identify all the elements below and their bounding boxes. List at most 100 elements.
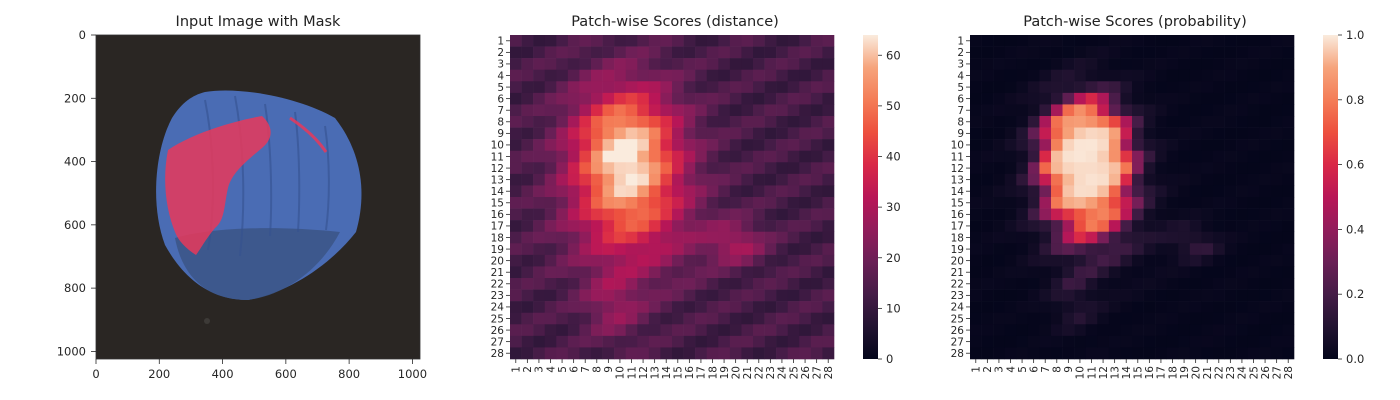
heatmap-cell (1143, 35, 1156, 47)
heatmap-cell (683, 150, 696, 163)
heatmap-cell (544, 266, 557, 279)
heatmap-cell (1155, 92, 1168, 105)
heatmap-cell (993, 231, 1006, 244)
heatmap-cell (695, 35, 708, 47)
heatmap-cell (970, 220, 982, 233)
heatmap-cell (1016, 243, 1029, 256)
heatmap-cell (1097, 312, 1110, 325)
heatmap-cell (579, 173, 592, 186)
heatmap-cell (1189, 335, 1202, 348)
heatmap-cell (660, 197, 673, 209)
heatmap-cell (753, 92, 765, 105)
heatmap-cell (1051, 127, 1063, 140)
heatmap-cell (764, 58, 777, 71)
heatmap-cell (614, 243, 627, 256)
heatmap-cell (625, 335, 638, 348)
heatmap-cell (614, 185, 627, 198)
heatmap-cell (1120, 69, 1133, 82)
heatmap-cell (1004, 58, 1017, 71)
heatmap-cell (660, 208, 673, 221)
heatmap-cell (764, 46, 777, 59)
heatmap-cell (648, 162, 661, 175)
heatmap-cell (799, 81, 812, 94)
heatmap-cell (1074, 197, 1087, 209)
row-tick-label: 8 (957, 117, 964, 129)
heatmap-cell (764, 104, 777, 117)
heatmap-cell (1247, 173, 1260, 186)
heatmap-cell (567, 150, 580, 163)
row-tick-label: 9 (957, 128, 964, 140)
heatmap-cell (602, 150, 615, 163)
heatmap-cell (1236, 208, 1249, 221)
col-tick-label: 13 (1109, 366, 1121, 379)
heatmap-cell (1189, 69, 1202, 82)
heatmap-cell (822, 220, 835, 233)
heatmap-cell (625, 347, 638, 360)
heatmap-cell (1108, 208, 1121, 221)
heatmap-cell (1027, 35, 1040, 47)
heatmap-cell (787, 46, 800, 59)
heatmap-cell (533, 162, 546, 175)
heatmap-cell (1062, 220, 1075, 233)
heatmap-cell (648, 324, 661, 337)
heatmap-cell (776, 173, 789, 186)
heatmap-cell (1039, 58, 1052, 71)
heatmap-cell (672, 266, 684, 279)
heatmap-cell (1132, 35, 1144, 47)
heatmap-cell (741, 58, 754, 71)
heatmap-cell (672, 289, 684, 302)
heatmap-cell (776, 335, 789, 348)
heatmap-cell (741, 116, 754, 128)
heatmap-cell (1155, 289, 1168, 302)
heatmap-cell (1213, 197, 1225, 209)
heatmap-cell (672, 81, 684, 94)
heatmap-cell (672, 324, 684, 337)
col-tick-label: 18 (707, 366, 719, 379)
heatmap-cell (1120, 289, 1133, 302)
heatmap-cell (648, 150, 661, 163)
heatmap-cell (1062, 243, 1075, 256)
col-tick-label: 1 (511, 366, 523, 373)
heatmap-cell (1270, 46, 1283, 59)
heatmap-cell (625, 324, 638, 337)
heatmap-cell (625, 162, 638, 175)
heatmap-cell (1097, 127, 1110, 140)
heatmap-cell (799, 173, 812, 186)
heatmap-cell (741, 150, 754, 163)
heatmap-cell (822, 173, 835, 186)
heatmap-cell (981, 301, 994, 314)
heatmap-cell (1051, 162, 1063, 175)
heatmap-cell (741, 127, 754, 140)
heatmap-cell (1085, 139, 1098, 152)
heatmap-cell (1224, 278, 1237, 290)
heatmap-cell (1062, 335, 1075, 348)
heatmap-cell (787, 139, 800, 152)
heatmap-cell (1016, 301, 1029, 314)
heatmap-cell (1155, 208, 1168, 221)
heatmap-cell (1166, 116, 1179, 128)
heatmap-cell (1166, 104, 1179, 117)
heatmap-cell (1085, 324, 1098, 337)
heatmap-cell (1224, 81, 1237, 94)
heatmap-cell (637, 104, 650, 117)
heatmap-cell (1213, 312, 1225, 325)
heatmap-cell (510, 92, 522, 105)
row-tick-label: 11 (491, 151, 504, 163)
heatmap-cell (567, 335, 580, 348)
heatmap-cell (556, 347, 569, 360)
heatmap-cell (1178, 324, 1191, 337)
heatmap-cell (579, 46, 592, 59)
heatmap-cell (1051, 266, 1063, 279)
heatmap-cell (1062, 127, 1075, 140)
heatmap-cell (648, 289, 661, 302)
heatmap-cell (1085, 254, 1098, 267)
heatmap-cell (1097, 104, 1110, 117)
heatmap-cell (533, 347, 546, 360)
heatmap-cell (1062, 81, 1075, 94)
heatmap-cell (993, 46, 1006, 59)
heatmap-cell (1143, 231, 1156, 244)
heatmap-cell (1108, 69, 1121, 82)
heatmap-cell (787, 254, 800, 267)
heatmap-cell (660, 46, 673, 59)
heatmap-cell (1282, 185, 1295, 198)
